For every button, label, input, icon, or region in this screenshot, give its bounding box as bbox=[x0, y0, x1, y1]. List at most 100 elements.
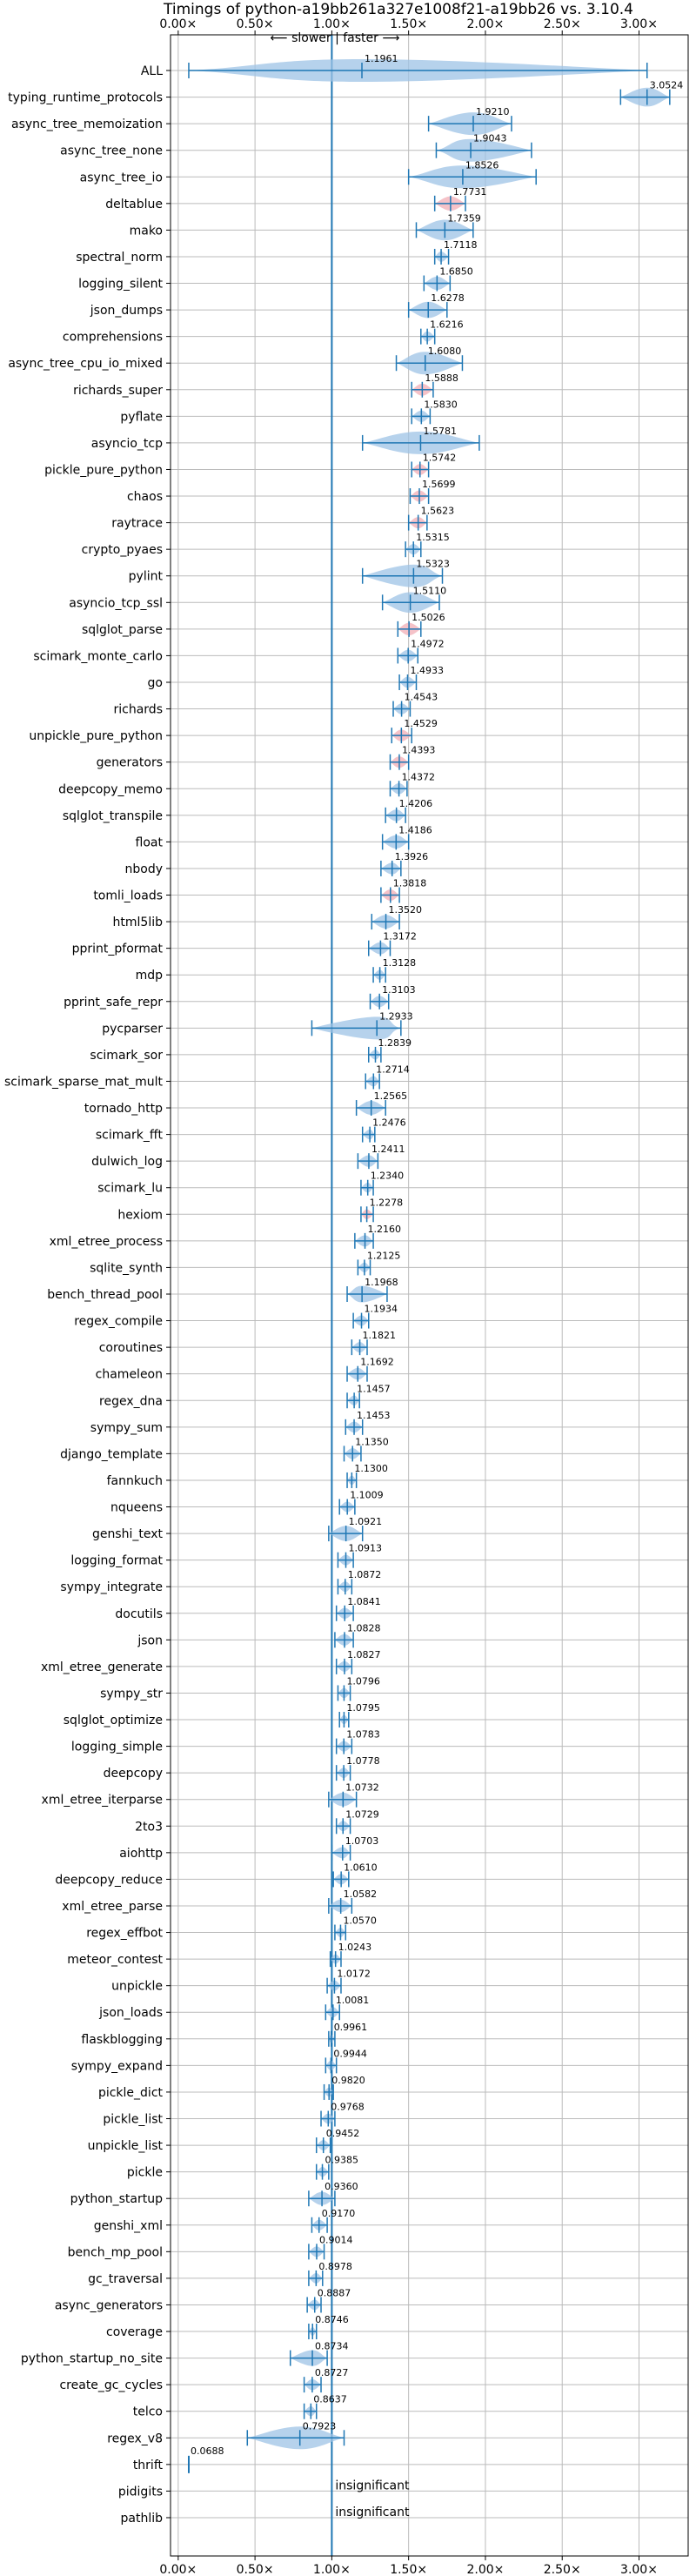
benchmark-name: thrift bbox=[133, 2459, 164, 2472]
benchmark-name: float bbox=[136, 835, 164, 849]
benchmark-name: chameleon bbox=[96, 1368, 163, 1382]
value-label: 1.1350 bbox=[355, 1436, 389, 1447]
value-label: 1.2933 bbox=[379, 1010, 413, 1022]
x-tick-label-bottom: 1.50× bbox=[390, 2563, 427, 2576]
value-label: 1.4393 bbox=[402, 745, 436, 756]
benchmark-name: mdp bbox=[136, 969, 164, 983]
value-label: 1.1300 bbox=[354, 1463, 388, 1474]
benchmark-name: pickle_list bbox=[103, 2113, 163, 2127]
value-label: 1.7731 bbox=[453, 186, 487, 198]
value-label: 1.4933 bbox=[410, 665, 444, 676]
value-label: 1.0582 bbox=[344, 1888, 378, 1900]
value-label: 1.4972 bbox=[411, 638, 445, 649]
benchmark-name: fannkuch bbox=[107, 1474, 163, 1488]
benchmark-name: nbody bbox=[125, 862, 164, 876]
x-tick-label-top: 2.50× bbox=[544, 17, 581, 31]
value-label: 1.1934 bbox=[365, 1304, 398, 1315]
benchmark-name: sqlite_synth bbox=[90, 1261, 163, 1275]
x-tick-label-top: 2.00× bbox=[466, 17, 504, 31]
benchmark-name: gc_traversal bbox=[88, 2272, 163, 2286]
value-label: 1.0795 bbox=[346, 1702, 380, 1714]
benchmark-name: docutils bbox=[115, 1607, 163, 1621]
value-label: 1.5888 bbox=[425, 372, 458, 384]
benchmark-name: flaskblogging bbox=[81, 2033, 163, 2047]
benchmark-name: regex_v8 bbox=[107, 2432, 163, 2445]
benchmark-name: go bbox=[148, 676, 163, 690]
benchmark-name: nqueens bbox=[110, 1501, 163, 1515]
benchmark-name: pickle_pure_python bbox=[44, 463, 163, 477]
benchmark-name: create_gc_cycles bbox=[59, 2378, 163, 2392]
value-label: 1.1457 bbox=[357, 1383, 391, 1394]
benchmark-name: coverage bbox=[106, 2325, 163, 2339]
benchmark-name: scimark_fft bbox=[96, 1129, 164, 1143]
value-label: 1.0921 bbox=[349, 1516, 383, 1527]
value-label: 1.5699 bbox=[422, 479, 456, 490]
benchmark-name: bench_thread_pool bbox=[47, 1288, 163, 1302]
benchmark-name: python_startup bbox=[70, 2192, 163, 2206]
value-label: 1.5315 bbox=[416, 532, 450, 543]
benchmark-name: xml_etree_parse bbox=[62, 1900, 163, 1914]
value-label: 1.0827 bbox=[347, 1649, 381, 1660]
direction-label: ⟵ slower | faster ⟶ bbox=[271, 31, 400, 45]
value-label: 1.0243 bbox=[338, 1942, 372, 1953]
benchmark-name: html5lib bbox=[113, 916, 164, 929]
value-label: 0.9360 bbox=[325, 2181, 358, 2192]
benchmark-name: sqlglot_transpile bbox=[63, 809, 163, 823]
benchmark-name: json_loads bbox=[98, 2006, 163, 2020]
value-label: 1.1968 bbox=[365, 1277, 398, 1288]
x-tick-label-top: 3.00× bbox=[620, 17, 658, 31]
value-label: 1.3128 bbox=[383, 957, 417, 969]
benchmark-name: coroutines bbox=[99, 1341, 163, 1355]
value-label: 1.2411 bbox=[371, 1144, 405, 1155]
benchmark-name: scimark_monte_carlo bbox=[33, 649, 163, 663]
x-tick-label-top: 0.50× bbox=[237, 17, 274, 31]
benchmark-name: async_generators bbox=[55, 2298, 163, 2312]
x-tick-label-bottom: 1.00× bbox=[313, 2563, 351, 2576]
value-label: 1.0729 bbox=[345, 1808, 379, 1820]
benchmark-name: regex_effbot bbox=[86, 1927, 163, 1941]
benchmark-name: deepcopy_memo bbox=[58, 782, 163, 796]
benchmark-name: json_dumps bbox=[90, 304, 163, 318]
value-label: 1.3172 bbox=[383, 931, 417, 943]
value-label: 1.1961 bbox=[365, 53, 398, 64]
value-label: 1.2278 bbox=[370, 1197, 404, 1208]
chart-title: Timings of python-a19bb261a327e1008f21-a… bbox=[163, 1, 633, 18]
benchmark-name: sqlglot_optimize bbox=[64, 1714, 163, 1727]
benchmark-name: regex_compile bbox=[74, 1315, 163, 1329]
x-tick-label-bottom: 0.50× bbox=[237, 2563, 274, 2576]
benchmark-name: ALL bbox=[141, 64, 163, 78]
benchmark-name: pidigits bbox=[118, 2485, 163, 2499]
value-label: 1.5781 bbox=[423, 426, 457, 437]
value-label: 1.2160 bbox=[368, 1224, 402, 1235]
value-label: 1.0081 bbox=[336, 1995, 370, 2006]
benchmark-name: chaos bbox=[127, 490, 163, 504]
value-label: 1.2565 bbox=[374, 1090, 408, 1102]
value-label: 1.7118 bbox=[444, 239, 478, 251]
benchmark-name: django_template bbox=[60, 1447, 163, 1461]
value-label: 1.5623 bbox=[421, 506, 455, 517]
benchmark-name: logging_simple bbox=[71, 1741, 163, 1754]
benchmark-name: pprint_pformat bbox=[72, 943, 164, 956]
benchmark-name: unpickle_pure_python bbox=[29, 729, 163, 743]
value-label: 0.9768 bbox=[331, 2102, 365, 2113]
benchmark-name: pickle_dict bbox=[98, 2086, 164, 2100]
benchmark-name: richards_super bbox=[73, 384, 163, 398]
benchmark-name: pyflate bbox=[120, 410, 163, 424]
x-tick-label-top: 0.00× bbox=[159, 17, 197, 31]
benchmark-name: deepcopy bbox=[104, 1767, 163, 1781]
value-label: 1.5110 bbox=[413, 585, 447, 596]
insignificant-note: insignificant bbox=[335, 2479, 410, 2492]
benchmark-name: genshi_xml bbox=[94, 2219, 163, 2233]
x-tick-label-top: 1.50× bbox=[390, 17, 427, 31]
value-label: 1.4186 bbox=[398, 824, 432, 835]
value-label: 1.0841 bbox=[347, 1596, 381, 1607]
benchmark-name: sqlglot_parse bbox=[82, 623, 163, 637]
benchmark-name: meteor_contest bbox=[67, 1953, 163, 1967]
benchmark-name: sympy_sum bbox=[90, 1421, 163, 1435]
benchmark-name: aiohttp bbox=[119, 1847, 163, 1861]
insignificant-note: insignificant bbox=[335, 2506, 410, 2519]
value-label: 1.0570 bbox=[343, 1915, 377, 1927]
value-label: 1.0703 bbox=[345, 1835, 379, 1847]
benchmark-name: logging_silent bbox=[78, 278, 163, 292]
benchmark-name: deepcopy_reduce bbox=[55, 1873, 163, 1887]
